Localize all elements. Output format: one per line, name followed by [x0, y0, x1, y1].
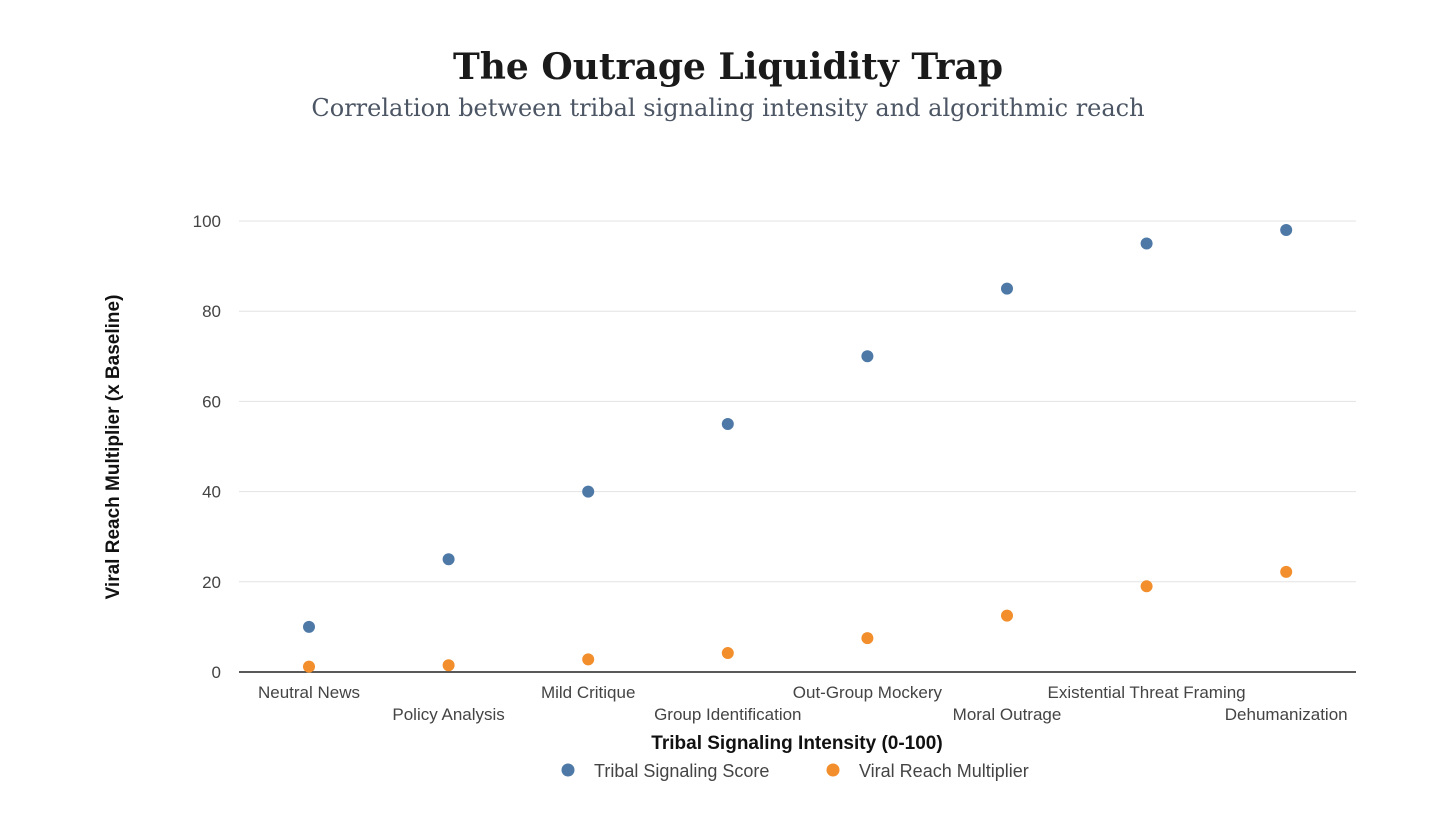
x-axis-title: Tribal Signaling Intensity (0-100)	[651, 733, 942, 754]
data-point-series-2	[582, 653, 595, 666]
x-tick-label: Existential Threat Framing	[1048, 683, 1246, 702]
legend-label: Tribal Signaling Score	[594, 761, 769, 781]
data-point-series-1	[303, 620, 315, 633]
legend: Tribal Signaling Score Viral Reach Multip…	[561, 761, 1029, 781]
data-point-series-1	[582, 485, 595, 498]
legend-marker	[561, 763, 575, 777]
y-tick-label: 20	[202, 573, 221, 592]
data-points	[303, 224, 1293, 673]
gridlines	[239, 220, 1356, 583]
data-point-series-2	[861, 632, 874, 645]
y-tick-label: 40	[202, 483, 221, 502]
x-tick-label: Neutral News	[258, 683, 360, 702]
data-point-series-1	[861, 350, 874, 363]
data-point-series-1	[442, 553, 455, 566]
x-tick-labels: Neutral News Policy Analysis Mild Critique…	[258, 683, 1348, 724]
data-point-series-2	[1140, 580, 1153, 593]
data-point-series-1	[1001, 282, 1013, 295]
y-tick-label: 0	[212, 663, 221, 682]
y-tick-label: 60	[202, 392, 221, 411]
x-tick-label: Mild Critique	[541, 683, 635, 702]
data-point-series-2	[721, 647, 734, 660]
x-tick-label: Policy Analysis	[392, 705, 504, 724]
legend-label: Viral Reach Multiplier	[859, 761, 1029, 781]
data-point-series-1	[721, 417, 734, 430]
data-point-series-2	[1001, 609, 1013, 622]
x-tick-label: Group Identification	[654, 705, 801, 724]
data-point-series-1	[1140, 237, 1153, 250]
chart-title: The Outrage Liquidity Trap	[452, 46, 1004, 88]
y-axis-title: Viral Reach Multiplier (x Baseline)	[103, 295, 124, 600]
data-point-series-2	[303, 660, 315, 673]
y-tick-labels: 0 20 40 60 80 100	[193, 212, 221, 682]
data-point-series-1	[1280, 224, 1293, 237]
chart-subtitle: Correlation between tribal signaling int…	[311, 94, 1145, 122]
data-point-series-2	[1280, 565, 1293, 578]
y-tick-label: 100	[193, 212, 221, 231]
y-tick-label: 80	[202, 302, 221, 321]
data-point-series-2	[442, 659, 455, 672]
x-tick-label: Out-Group Mockery	[793, 683, 943, 702]
x-tick-label: Moral Outrage	[953, 705, 1062, 724]
legend-marker	[826, 763, 840, 777]
x-tick-label: Dehumanization	[1225, 705, 1348, 724]
